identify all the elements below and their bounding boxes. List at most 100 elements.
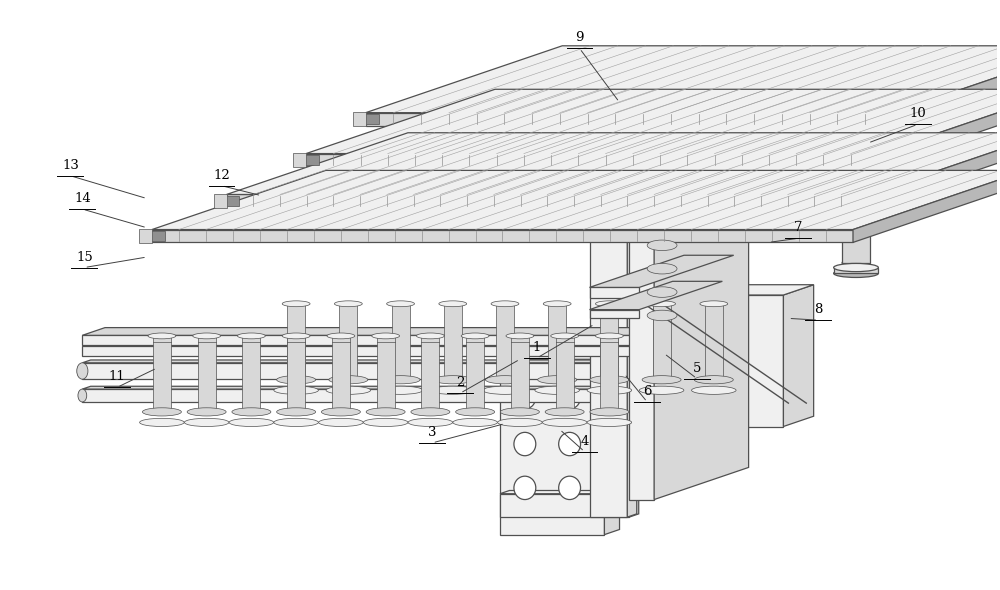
Polygon shape <box>361 114 379 124</box>
Ellipse shape <box>590 376 629 384</box>
Text: 5: 5 <box>693 362 701 375</box>
Polygon shape <box>500 490 639 494</box>
Text: 7: 7 <box>794 221 803 234</box>
Text: 10: 10 <box>909 107 926 120</box>
Ellipse shape <box>590 408 629 416</box>
Ellipse shape <box>187 408 226 416</box>
Text: 1: 1 <box>533 341 541 354</box>
Polygon shape <box>293 153 306 167</box>
Polygon shape <box>139 229 152 243</box>
Text: 15: 15 <box>76 251 93 264</box>
Text: 6: 6 <box>643 385 651 398</box>
Polygon shape <box>444 304 462 380</box>
Polygon shape <box>590 163 637 166</box>
Polygon shape <box>590 281 722 310</box>
Text: 4: 4 <box>580 435 589 448</box>
Ellipse shape <box>321 408 360 416</box>
Ellipse shape <box>647 240 677 251</box>
Ellipse shape <box>456 408 495 416</box>
Ellipse shape <box>461 333 489 339</box>
Text: 11: 11 <box>109 371 126 384</box>
Ellipse shape <box>543 301 571 307</box>
Text: 2: 2 <box>456 376 464 389</box>
Ellipse shape <box>559 432 581 455</box>
Ellipse shape <box>545 408 584 416</box>
Polygon shape <box>878 89 1000 166</box>
Polygon shape <box>834 267 878 273</box>
Polygon shape <box>392 304 410 380</box>
Polygon shape <box>649 187 744 225</box>
Polygon shape <box>214 194 227 208</box>
Polygon shape <box>705 304 723 380</box>
Ellipse shape <box>559 476 581 500</box>
Text: 9: 9 <box>575 31 584 44</box>
Ellipse shape <box>329 376 368 384</box>
Ellipse shape <box>559 386 581 409</box>
Polygon shape <box>287 304 305 380</box>
Ellipse shape <box>842 259 870 267</box>
Polygon shape <box>590 310 639 319</box>
Ellipse shape <box>237 333 265 339</box>
Ellipse shape <box>430 386 475 394</box>
Polygon shape <box>639 285 814 295</box>
Polygon shape <box>600 336 618 412</box>
Polygon shape <box>287 336 305 412</box>
Ellipse shape <box>411 408 450 416</box>
Polygon shape <box>629 490 639 517</box>
Polygon shape <box>152 230 853 242</box>
Polygon shape <box>590 287 639 298</box>
Ellipse shape <box>551 333 579 339</box>
Ellipse shape <box>232 408 271 416</box>
Ellipse shape <box>647 310 677 321</box>
Polygon shape <box>152 171 1000 230</box>
Ellipse shape <box>535 386 579 394</box>
Polygon shape <box>600 304 618 380</box>
Ellipse shape <box>453 418 497 427</box>
Polygon shape <box>147 231 165 241</box>
Polygon shape <box>82 335 637 345</box>
Ellipse shape <box>485 376 524 384</box>
Ellipse shape <box>538 376 577 384</box>
Polygon shape <box>637 338 660 356</box>
Polygon shape <box>783 285 814 427</box>
Ellipse shape <box>140 418 184 427</box>
Text: 3: 3 <box>428 426 437 439</box>
Ellipse shape <box>834 269 878 277</box>
Ellipse shape <box>647 264 677 274</box>
Polygon shape <box>653 304 671 380</box>
Ellipse shape <box>378 386 423 394</box>
Ellipse shape <box>319 418 363 427</box>
Polygon shape <box>590 166 627 517</box>
Polygon shape <box>500 359 604 535</box>
Ellipse shape <box>416 333 444 339</box>
Ellipse shape <box>542 418 587 427</box>
Ellipse shape <box>514 432 536 455</box>
Ellipse shape <box>193 333 221 339</box>
Text: 14: 14 <box>74 192 91 205</box>
Ellipse shape <box>142 408 181 416</box>
Polygon shape <box>868 133 1000 207</box>
Ellipse shape <box>491 301 519 307</box>
Polygon shape <box>306 89 1000 153</box>
Ellipse shape <box>483 386 527 394</box>
Polygon shape <box>627 163 637 517</box>
Polygon shape <box>639 295 783 427</box>
Polygon shape <box>82 346 637 356</box>
Polygon shape <box>353 112 366 126</box>
Polygon shape <box>619 386 628 402</box>
Polygon shape <box>629 129 749 160</box>
Text: 13: 13 <box>62 159 79 172</box>
Ellipse shape <box>372 333 400 339</box>
Ellipse shape <box>587 386 632 394</box>
Ellipse shape <box>78 389 87 402</box>
Ellipse shape <box>334 301 362 307</box>
Polygon shape <box>306 153 878 166</box>
Ellipse shape <box>648 301 676 307</box>
Ellipse shape <box>326 386 371 394</box>
Ellipse shape <box>500 408 539 416</box>
Ellipse shape <box>506 333 534 339</box>
Ellipse shape <box>282 301 310 307</box>
Polygon shape <box>500 494 629 517</box>
Ellipse shape <box>834 264 878 271</box>
Polygon shape <box>629 160 654 500</box>
